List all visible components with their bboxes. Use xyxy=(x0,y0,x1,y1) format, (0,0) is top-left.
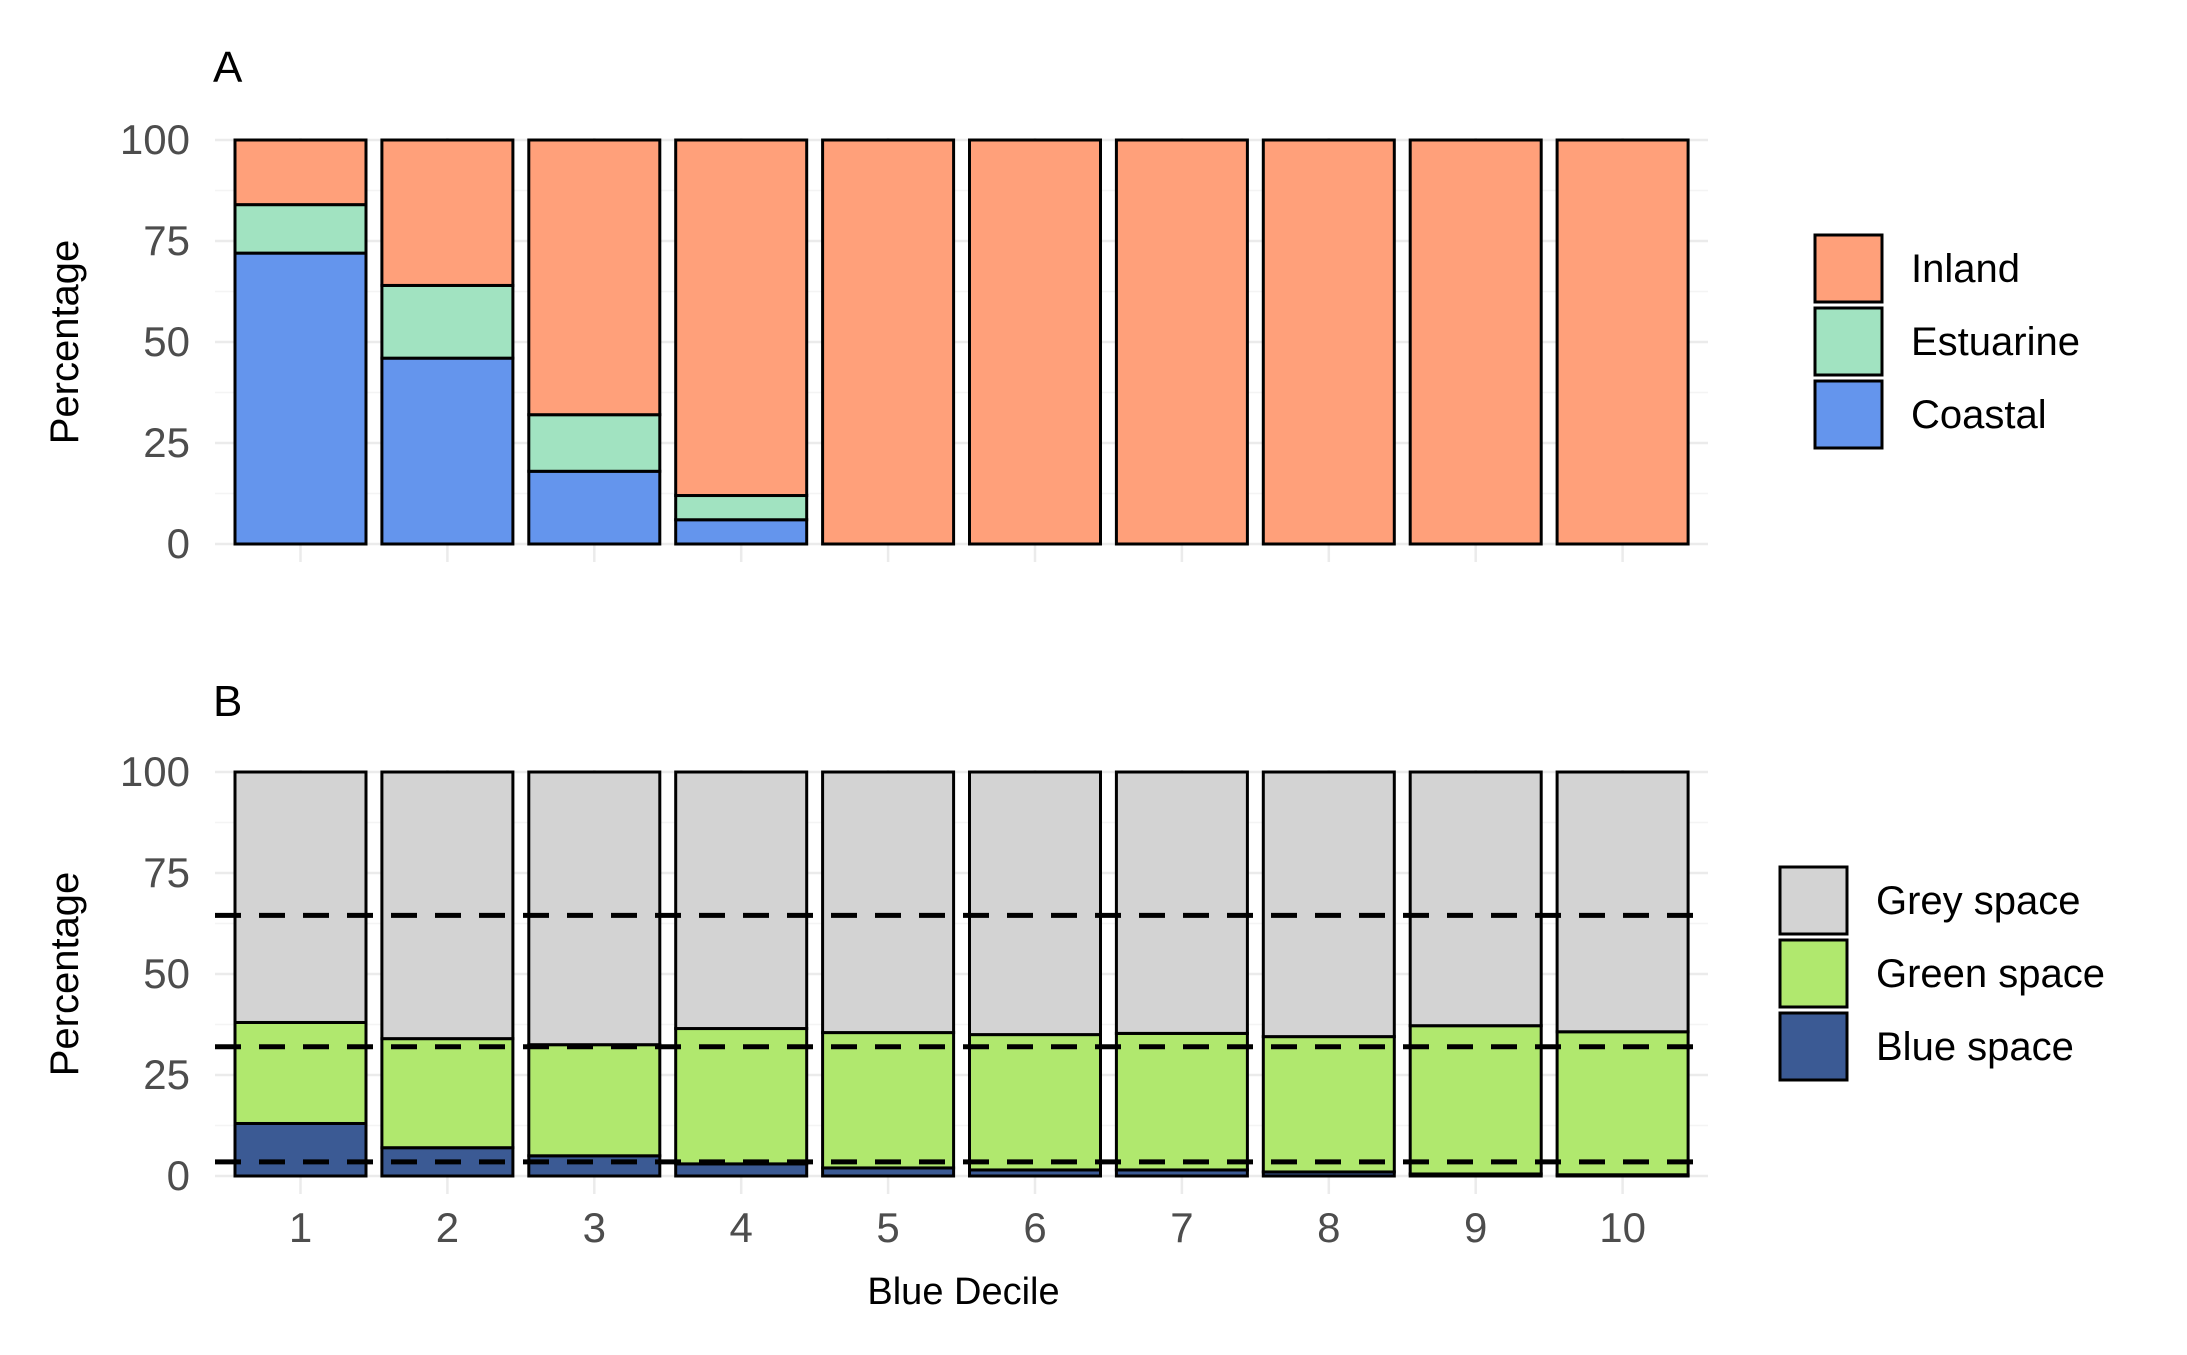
legend-key-estuarine xyxy=(1813,306,1884,377)
bars xyxy=(233,138,1690,546)
legend-label-blue-space: Blue space xyxy=(1876,1025,2074,1069)
y-tick-label: 100 xyxy=(120,116,190,163)
y-axis-label: Percentage xyxy=(43,872,87,1077)
y-tick-label: 0 xyxy=(167,520,190,567)
x-tick-label: 2 xyxy=(436,1204,459,1251)
bar-inland-2 xyxy=(380,138,515,287)
bar-inland-6 xyxy=(968,138,1102,546)
panel-a: 0 25 50 75 100 Percentage A Inland Estuarine Coas… xyxy=(43,43,2080,567)
x-tick-labels: 1 2 3 4 5 6 7 8 9 10 xyxy=(289,1204,1646,1251)
bars xyxy=(233,770,1690,1178)
x-tick-label: 3 xyxy=(583,1204,606,1251)
bar-green-space-7 xyxy=(1114,1031,1249,1172)
panel-label: B xyxy=(213,677,242,726)
bar-grey-space-10 xyxy=(1555,770,1690,1034)
y-tick-label: 50 xyxy=(143,318,190,365)
legend-key-inland xyxy=(1813,233,1884,304)
legend-key-blue-space xyxy=(1778,1011,1849,1082)
x-tick-label: 1 xyxy=(289,1204,312,1251)
y-tick-label: 75 xyxy=(143,217,190,264)
bar-estuarine-3 xyxy=(527,413,662,473)
legend-label-coastal: Coastal xyxy=(1911,393,2047,437)
bar-green-space-2 xyxy=(380,1037,515,1150)
bar-inland-1 xyxy=(233,138,368,207)
bar-grey-space-8 xyxy=(1261,770,1396,1039)
panel-label: A xyxy=(213,43,243,92)
bar-green-space-4 xyxy=(674,1027,809,1166)
bar-coastal-1 xyxy=(233,251,368,546)
legend-key-grey-space xyxy=(1778,865,1849,936)
bar-estuarine-1 xyxy=(233,203,368,255)
bar-coastal-3 xyxy=(527,469,662,546)
x-tick-label: 8 xyxy=(1317,1204,1340,1251)
bar-green-space-10 xyxy=(1555,1030,1690,1177)
x-tick-label: 9 xyxy=(1464,1204,1487,1251)
bar-green-space-5 xyxy=(821,1031,956,1170)
y-axis-label: Percentage xyxy=(43,240,87,445)
bar-grey-space-3 xyxy=(527,770,662,1047)
bar-inland-4 xyxy=(674,138,809,498)
legend: Grey space Green space Blue space xyxy=(1778,865,2105,1082)
x-tick-label: 10 xyxy=(1599,1204,1646,1251)
bar-grey-space-9 xyxy=(1408,770,1543,1028)
bar-blue-space-1 xyxy=(233,1121,368,1178)
legend-key-green-space xyxy=(1778,938,1849,1009)
bar-grey-space-2 xyxy=(380,770,515,1041)
y-tick-label: 0 xyxy=(167,1152,190,1199)
bar-green-space-3 xyxy=(527,1043,662,1158)
bar-grey-space-7 xyxy=(1114,770,1249,1035)
bar-grey-space-4 xyxy=(674,770,809,1031)
legend-label-green-space: Green space xyxy=(1876,952,2105,996)
x-tick-label: 6 xyxy=(1023,1204,1046,1251)
bar-grey-space-5 xyxy=(821,770,956,1035)
bar-green-space-8 xyxy=(1261,1035,1396,1174)
bar-blue-space-4 xyxy=(674,1162,809,1178)
bar-blue-space-3 xyxy=(527,1154,662,1178)
legend-label-grey-space: Grey space xyxy=(1876,879,2081,923)
bar-inland-3 xyxy=(527,138,662,417)
bar-inland-9 xyxy=(1408,138,1543,546)
x-tick-label: 5 xyxy=(876,1204,899,1251)
x-tick-label: 7 xyxy=(1170,1204,1193,1251)
x-tick-label: 4 xyxy=(730,1204,753,1251)
y-tick-labels: 0 25 50 75 100 xyxy=(120,748,190,1199)
bar-estuarine-4 xyxy=(674,494,809,522)
y-tick-label: 25 xyxy=(143,419,190,466)
y-tick-label: 75 xyxy=(143,849,190,896)
bar-green-space-9 xyxy=(1408,1024,1543,1176)
bar-green-space-6 xyxy=(968,1033,1102,1172)
panel-b: 0 25 50 75 100 Percentage B 1 2 3 4 5 6 7 8 9 10 Blue Dec… xyxy=(43,677,2105,1313)
x-axis-label: Blue Decile xyxy=(867,1271,1059,1313)
y-tick-label: 50 xyxy=(143,950,190,997)
bar-coastal-2 xyxy=(380,356,515,546)
legend: Inland Estuarine Coastal xyxy=(1813,233,2080,450)
bar-inland-7 xyxy=(1114,138,1249,546)
bar-estuarine-2 xyxy=(380,283,515,360)
y-tick-label: 25 xyxy=(143,1051,190,1098)
bar-green-space-1 xyxy=(233,1020,368,1125)
bar-inland-8 xyxy=(1261,138,1396,546)
legend-label-inland: Inland xyxy=(1911,247,2020,291)
legend-key-coastal xyxy=(1813,379,1884,450)
legend-label-estuarine: Estuarine xyxy=(1911,320,2080,364)
bar-coastal-4 xyxy=(674,518,809,546)
reference-lines xyxy=(215,912,1708,1165)
y-tick-label: 100 xyxy=(120,748,190,795)
y-tick-labels: 0 25 50 75 100 xyxy=(120,116,190,567)
bar-inland-10 xyxy=(1555,138,1690,546)
bar-grey-space-1 xyxy=(233,770,368,1024)
bar-grey-space-6 xyxy=(968,770,1102,1037)
bar-inland-5 xyxy=(821,138,956,546)
